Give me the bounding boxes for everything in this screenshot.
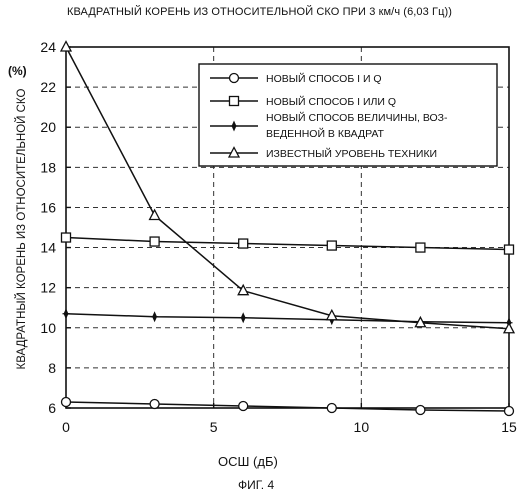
- data-point-square: [150, 237, 159, 246]
- data-point-circle: [239, 401, 248, 410]
- data-point-circle: [62, 397, 71, 406]
- legend-label: НОВЫЙ СПОСОБ I И Q: [266, 72, 382, 85]
- y-tick-label: 16: [40, 199, 56, 215]
- data-point-square: [62, 233, 71, 242]
- data-point-triangle: [150, 210, 160, 220]
- y-tick-label: 12: [40, 280, 56, 296]
- y-tick-label: 14: [40, 240, 56, 256]
- data-point-triangle: [238, 285, 248, 295]
- data-point-square: [327, 241, 336, 250]
- y-tick-label: 8: [48, 360, 56, 376]
- data-point-square: [239, 239, 248, 248]
- series-line-star: [66, 314, 509, 323]
- data-point-star: [240, 313, 247, 322]
- series-line-circle: [66, 402, 509, 411]
- data-point-circle: [505, 407, 514, 416]
- y-tick-label: 20: [40, 119, 56, 135]
- data-point-star: [151, 312, 158, 321]
- y-tick-label: 18: [40, 159, 56, 175]
- y-tick-label: 10: [40, 320, 56, 336]
- legend: НОВЫЙ СПОСОБ I И Q НОВЫЙ СПОСОБ I ИЛИ Q НО…: [199, 64, 497, 166]
- x-tick-label: 5: [210, 419, 218, 435]
- legend-label: НОВЫЙ СПОСОБ I ИЛИ Q: [266, 95, 396, 108]
- y-tick-label: 22: [40, 79, 56, 95]
- y-tick-label: 6: [48, 400, 56, 416]
- data-point-star: [63, 309, 70, 318]
- legend-label: ВЕДЕННОЙ В КВАДРАТ: [266, 127, 385, 140]
- data-point-circle: [150, 399, 159, 408]
- legend-marker-square: [230, 97, 239, 106]
- legend-label: НОВЫЙ СПОСОБ ВЕЛИЧИНЫ, ВОЗ-: [266, 111, 448, 124]
- data-point-circle: [416, 406, 425, 415]
- legend-marker-circle: [230, 74, 239, 83]
- data-point-circle: [327, 404, 336, 413]
- y-tick-label: 24: [40, 39, 56, 55]
- legend-label: ИЗВЕСТНЫЙ УРОВЕНЬ ТЕХНИКИ: [266, 147, 437, 160]
- data-point-square: [505, 245, 514, 254]
- x-tick-label: 10: [354, 419, 370, 435]
- data-point-square: [416, 243, 425, 252]
- x-tick-label: 0: [62, 419, 70, 435]
- x-tick-label: 15: [501, 419, 517, 435]
